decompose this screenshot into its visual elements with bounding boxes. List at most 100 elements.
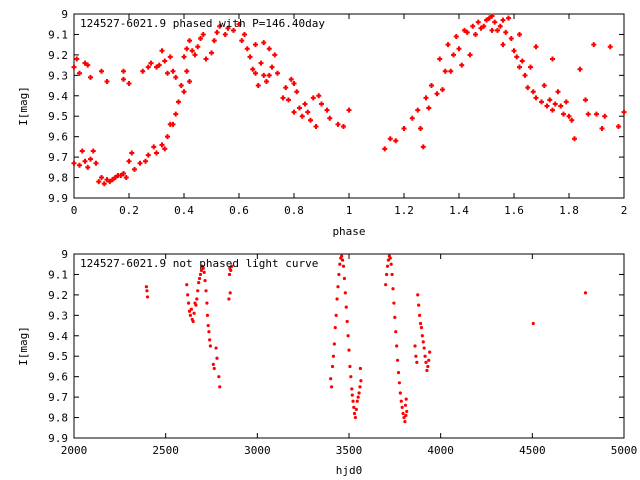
y-tick-label: 9.6 [48,131,68,144]
data-point [394,330,398,334]
data-point [283,85,289,91]
data-point [550,56,555,62]
data-point [346,334,350,338]
data-point [451,52,456,58]
x-tick-label: 2500 [152,444,179,457]
data-point [99,175,104,181]
x-tick-label: 0 [71,204,78,217]
data-point [337,272,341,277]
data-point [341,264,346,268]
data-point [547,97,553,103]
data-point [165,134,170,140]
data-point [583,97,588,103]
data-point [555,89,561,95]
data-point [336,285,340,289]
data-point [329,377,333,381]
data-point [126,81,132,87]
data-point [211,38,217,44]
data-point [214,29,220,35]
data-point [264,78,269,84]
data-point [500,17,506,23]
data-point [402,415,406,420]
data-point [395,358,400,362]
data-point [420,334,424,338]
data-point [607,44,613,50]
data-point [88,74,93,80]
data-point [331,354,336,358]
data-point [229,268,233,272]
data-point [255,83,261,89]
data-point [247,54,253,60]
data-point [508,36,514,42]
data-point [355,399,359,403]
data-point [489,27,495,33]
data-point [208,344,212,348]
data-point [85,164,91,170]
data-point [594,111,599,117]
data-point [334,313,338,317]
data-point [401,125,407,131]
data-point [422,346,426,350]
data-point [621,109,627,115]
data-point [495,27,500,33]
data-point [528,64,533,70]
x-tick-label: 2 [621,204,628,217]
data-point [448,68,454,74]
x-tick-label: 0.2 [119,204,139,217]
data-point [577,66,583,72]
x-tick-labels: 0 0.2 0.4 0.6 0.8 1 1.2 1.4 1.6 1.8 2 [71,204,628,217]
data-point [386,258,391,262]
data-point [440,87,445,93]
y-tick-label: 9.9 [48,432,68,445]
data-point [203,278,207,283]
data-point [145,152,151,158]
data-point [558,103,564,109]
data-point [467,52,473,58]
data-point [79,148,85,154]
data-point [353,415,358,420]
data-point [437,56,443,62]
data-point [170,68,176,74]
data-point [348,364,352,369]
data-point [82,60,88,66]
y-tick-label: 9 [61,248,68,261]
data-point [427,358,431,362]
y-tick-label: 9 [61,8,68,21]
data-point [154,150,159,156]
data-point [358,366,362,371]
data-point [340,258,345,262]
data-point [358,385,362,389]
data-point [316,93,322,99]
data-point [140,68,146,74]
data-point [286,97,291,103]
data-point [352,405,356,409]
data-point [165,70,170,76]
data-point [104,177,110,183]
data-point [154,64,159,70]
data-point [425,368,429,373]
data-point [417,313,422,317]
data-point [145,64,151,70]
data-point [335,297,339,301]
data-point [187,78,192,84]
data-point [198,272,203,277]
y-tick-label: 9.7 [48,391,68,404]
data-point [434,91,440,97]
data-point [352,411,357,416]
chart-title: 124527-6021.9 phased with P=146.40day [80,17,325,30]
data-point [308,117,313,123]
data-point [393,315,397,319]
data-point [390,272,394,277]
data-point [159,142,165,148]
data-point [497,23,503,29]
x-tick-label: 2000 [61,444,88,457]
data-point [342,276,347,281]
data-point [599,125,605,131]
data-point [206,323,210,328]
data-point [415,107,421,113]
unphased-light-curve-panel: 2000 2500 3000 3500 4000 4500 5000 99.19.29.39… [17,248,637,477]
data-point [230,264,234,268]
data-point [481,23,487,29]
data-point [291,109,297,115]
data-point [187,309,192,313]
